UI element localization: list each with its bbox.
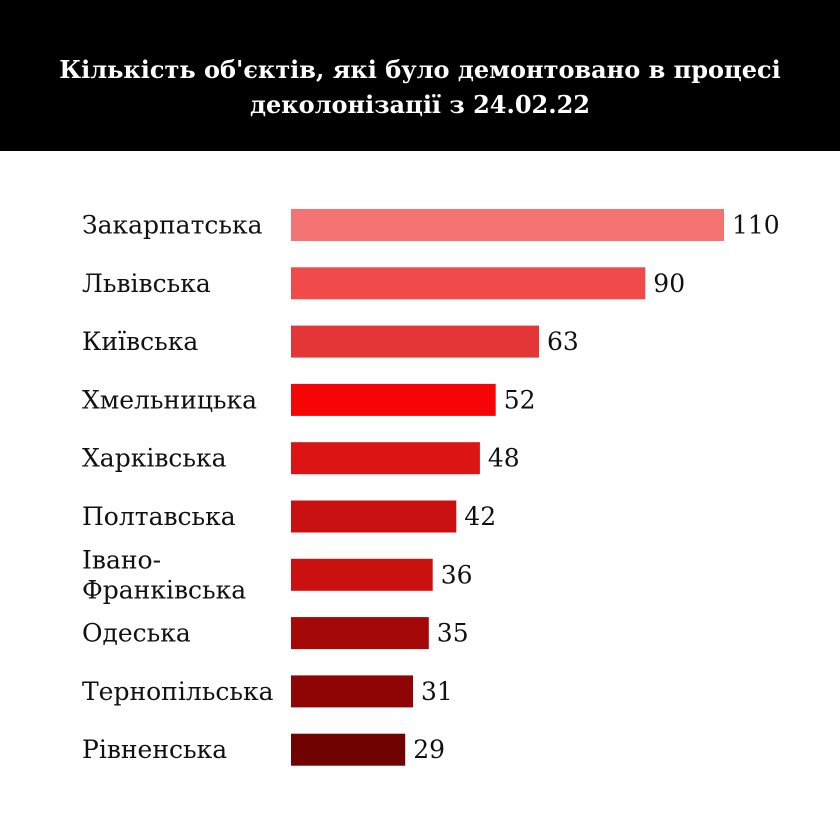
value-label: 52 [504, 385, 536, 414]
value-label: 36 [441, 560, 473, 589]
category-label: Полтавська [82, 502, 236, 531]
category-label: Рівненська [82, 735, 227, 764]
category-label-line: Івано- [82, 545, 161, 574]
title-banner: Кількість об'єктів, які було демонтовано… [0, 0, 840, 151]
category-label-line: Тернопільська [82, 677, 274, 706]
category-label: Хмельницька [82, 385, 257, 414]
value-labels-group: 110 90 63 52 48 42 36 35 31 29 [413, 211, 780, 765]
category-label-line: Полтавська [82, 502, 236, 531]
value-label: 35 [437, 619, 469, 648]
bar [291, 383, 496, 416]
bar [291, 209, 724, 241]
category-label-line: Рівненська [82, 735, 227, 764]
value-label: 48 [488, 444, 520, 473]
category-labels-group: Закарпатська Львівська Київська Хмельницька… [82, 211, 274, 765]
category-label: Тернопільська [82, 677, 274, 706]
category-label-line: Хмельницька [82, 385, 257, 414]
category-label: Львівська [82, 269, 211, 298]
bar [291, 675, 413, 708]
bar [291, 558, 433, 591]
category-label: Закарпатська [82, 211, 263, 240]
bar [291, 617, 429, 650]
bar [291, 325, 539, 358]
bar [291, 267, 646, 300]
category-label-line: Закарпатська [82, 211, 263, 240]
value-label: 90 [653, 269, 685, 298]
category-label-line: Франківська [82, 575, 246, 604]
chart-title: Кількість об'єктів, які було демонтовано… [59, 55, 781, 119]
value-label: 31 [421, 677, 453, 706]
value-label: 42 [464, 502, 496, 531]
bars-group [291, 209, 724, 766]
category-label: Київська [82, 327, 198, 356]
bar [291, 500, 457, 533]
value-label: 63 [547, 327, 579, 356]
bar [291, 733, 406, 766]
value-label: 110 [732, 211, 780, 240]
category-label-line: Одеська [82, 619, 191, 648]
category-label-line: Київська [82, 327, 198, 356]
category-label-line: Харківська [82, 444, 227, 473]
category-label: Харківська [82, 444, 227, 473]
value-label: 29 [413, 735, 445, 764]
bar [291, 442, 480, 475]
category-label: Одеська [82, 619, 191, 648]
category-label-line: Львівська [82, 269, 211, 298]
category-label: Івано-Франківська [82, 545, 246, 604]
